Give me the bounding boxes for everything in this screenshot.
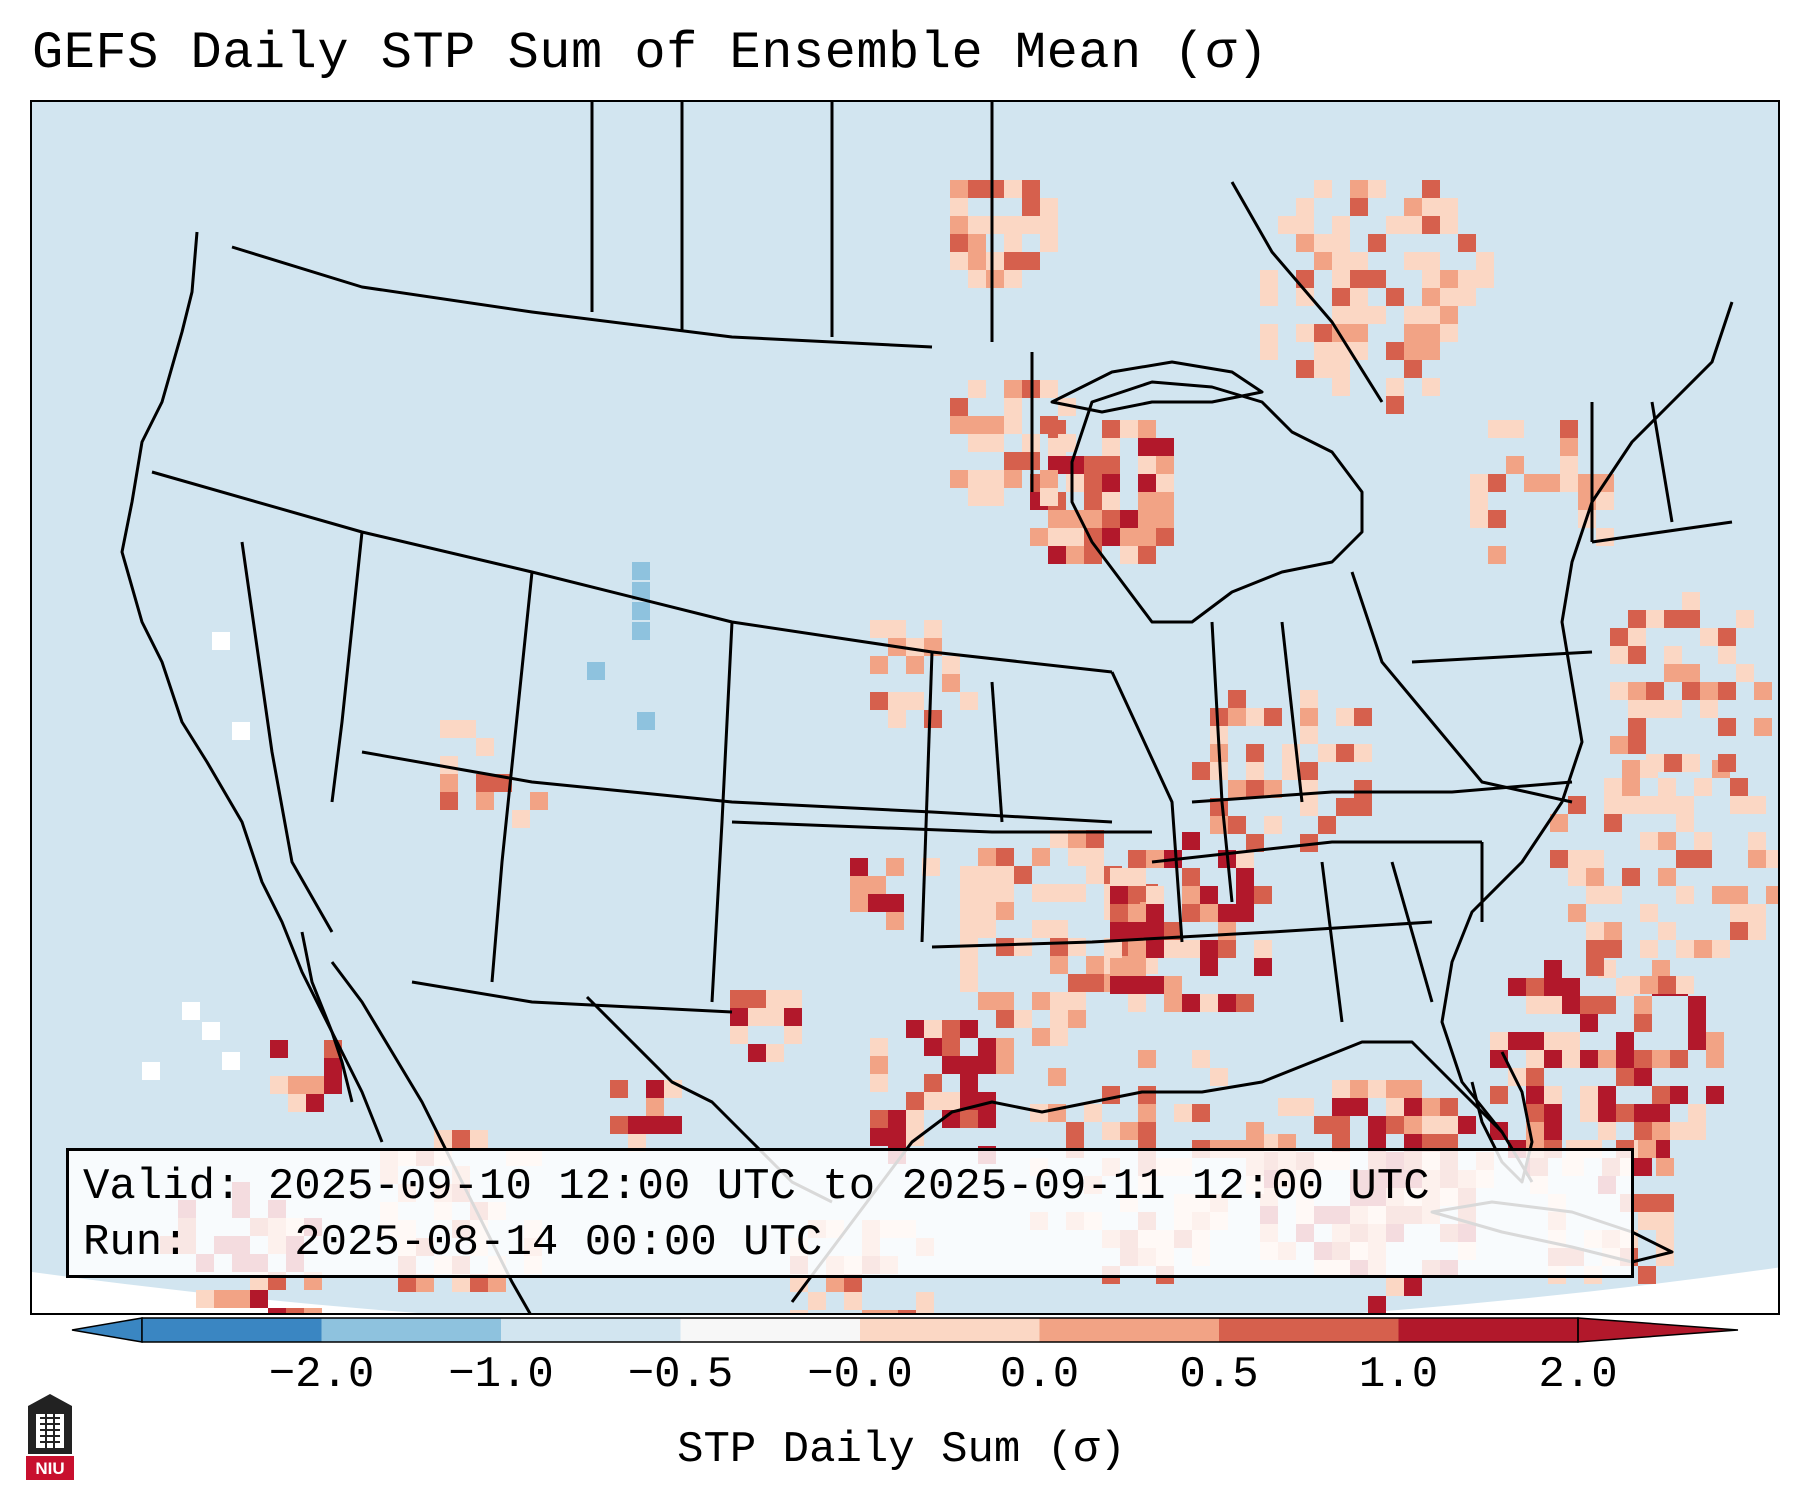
colorbar-tick-label: −1.0: [448, 1350, 554, 1400]
colorbar-tick-label: 0.5: [1179, 1350, 1259, 1400]
colorbar-segment: [1219, 1318, 1399, 1342]
colorbar-tick-label: 2.0: [1538, 1350, 1618, 1400]
run-label: Run:: [83, 1218, 189, 1268]
colorbar-segment: [142, 1318, 322, 1342]
colorbar-segment: [1398, 1318, 1578, 1342]
colorbar-segment: [1039, 1318, 1219, 1342]
valid-line: Valid: 2025-09-10 12:00 UTC to 2025-09-1…: [83, 1159, 1617, 1215]
lake-superior: [1050, 360, 1264, 414]
pacific-coastline: [120, 231, 384, 1143]
map-title: GEFS Daily STP Sum of Ensemble Mean (σ): [32, 24, 1269, 83]
map-panel[interactable]: [30, 100, 1780, 1315]
logo-text: NIU: [35, 1459, 64, 1478]
colorbar-extend-high: [1577, 1317, 1739, 1343]
colorbar-segment: [680, 1318, 860, 1342]
colorbar-label: STP Daily Sum (σ): [677, 1425, 1126, 1475]
colorbar-segment: [501, 1318, 681, 1342]
great-lakes-coastline: [1070, 380, 1364, 624]
colorbar-tick-label: −2.0: [268, 1350, 375, 1400]
colorbar-tick-label: −0.0: [807, 1350, 913, 1400]
run-value: 2025-08-14 00:00 UTC: [294, 1218, 823, 1268]
colorbar-tick-label: −0.5: [627, 1350, 734, 1400]
colorbar: [71, 1317, 1739, 1343]
colorbar-segment: [321, 1318, 501, 1342]
colorbar-segment: [860, 1318, 1040, 1342]
valid-value: 2025-09-10 12:00 UTC to 2025-09-11 12:00…: [267, 1162, 1430, 1212]
run-line: Run: 2025-08-14 00:00 UTC: [83, 1215, 1617, 1271]
state-borders-west: [151, 470, 1113, 674]
colorbar-tick-label: 0.0: [999, 1350, 1080, 1400]
atlantic-coastline: [1440, 301, 1734, 1183]
valid-label: Valid:: [83, 1162, 242, 1212]
validity-infobox: Valid: 2025-09-10 12:00 UTC to 2025-09-1…: [66, 1148, 1634, 1278]
colorbar-ticks: −2.0 −1.0 −0.5 −0.0 0.0 0.5 1.0 2.0: [0, 1350, 1803, 1410]
us-canada-border: [231, 245, 933, 349]
stp-map: [32, 102, 1778, 1313]
baja-coastline: [300, 931, 354, 1103]
colorbar-extend-low: [71, 1317, 143, 1343]
colorbar-tick-label: 1.0: [1358, 1350, 1439, 1400]
university-tower-icon: NIU: [26, 1394, 74, 1480]
